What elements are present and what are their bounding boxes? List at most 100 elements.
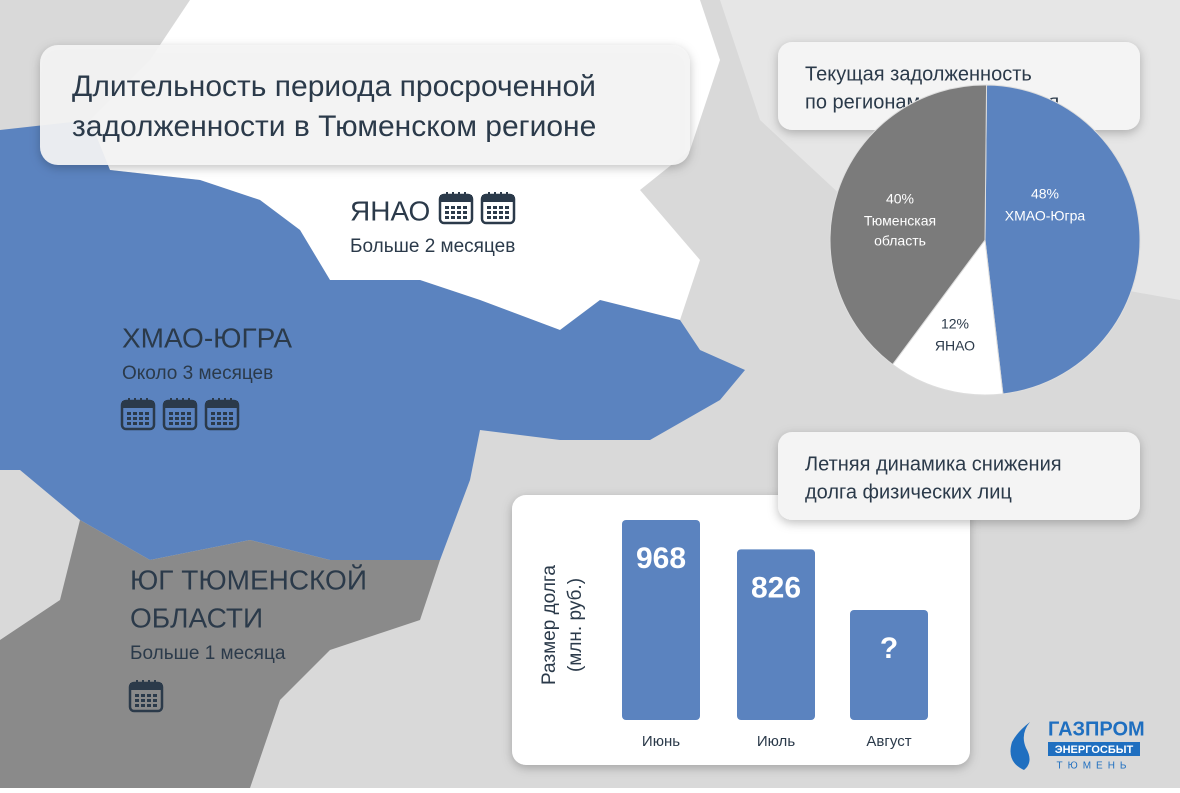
- pie-value-label: 48%: [1031, 186, 1059, 202]
- calendar-day: [145, 422, 149, 425]
- bar-value-label: 826: [751, 571, 801, 604]
- calendar-day: [445, 211, 449, 214]
- calendar-icon: [162, 398, 198, 431]
- logo-city: ТЮМЕНЬ: [1057, 761, 1132, 772]
- pie-slice: [984, 84, 1141, 395]
- region-note: Около 3 месяцев: [122, 363, 273, 384]
- calendar-icon: [438, 192, 474, 225]
- south-region: [0, 520, 440, 788]
- calendar-day: [451, 216, 455, 219]
- calendar-day: [175, 417, 179, 420]
- bar-title: долга физических лиц: [805, 481, 1012, 503]
- calendar-icon: [120, 398, 156, 431]
- calendar-top: [122, 401, 154, 408]
- pie-label: ЯНАО: [935, 338, 975, 354]
- calendar-day: [487, 211, 491, 214]
- calendar-day: [451, 211, 455, 214]
- x-tick-label: Август: [866, 733, 911, 750]
- calendar-day: [487, 216, 491, 219]
- calendar-day: [217, 422, 221, 425]
- calendar-day: [505, 211, 509, 214]
- calendar-day: [499, 216, 503, 219]
- calendar-day: [229, 422, 233, 425]
- calendar-day: [493, 216, 497, 219]
- calendar-day: [153, 699, 157, 702]
- calendar-day: [445, 216, 449, 219]
- calendar-day: [181, 422, 185, 425]
- calendar-day: [451, 206, 455, 209]
- calendar-day: [145, 417, 149, 420]
- calendar-day: [187, 422, 191, 425]
- calendar-day: [217, 417, 221, 420]
- calendar-day: [147, 699, 151, 702]
- calendar-day: [217, 412, 221, 415]
- calendar-ring: [128, 398, 130, 404]
- khmao-region: [0, 120, 745, 560]
- calendar-ring: [142, 680, 144, 686]
- calendar-day: [505, 206, 509, 209]
- calendar-day: [169, 412, 173, 415]
- calendar-day: [175, 422, 179, 425]
- calendar-day: [135, 704, 139, 707]
- region-note: Больше 2 месяцев: [350, 236, 515, 257]
- calendar-day: [457, 211, 461, 214]
- calendar-ring: [170, 398, 172, 404]
- calendar-day: [139, 417, 143, 420]
- bar: [622, 520, 700, 720]
- calendar-top: [130, 683, 162, 690]
- calendar-day: [135, 694, 139, 697]
- calendar-day: [127, 412, 131, 415]
- calendar-day: [147, 694, 151, 697]
- calendar-day: [141, 699, 145, 702]
- calendar-top: [440, 195, 472, 202]
- calendar-ring: [136, 680, 138, 686]
- pie-label: область: [874, 233, 926, 249]
- calendar-day: [499, 211, 503, 214]
- calendar-ring: [488, 192, 490, 198]
- calendar-day: [133, 412, 137, 415]
- pie-slice: [829, 84, 988, 366]
- pie-title: Текущая задолженность: [805, 63, 1032, 85]
- calendar-day: [181, 412, 185, 415]
- calendar-ring: [506, 192, 508, 198]
- calendar-ring: [218, 398, 220, 404]
- calendar-ring: [494, 192, 496, 198]
- calendar-ring: [500, 192, 502, 198]
- region-note: Больше 1 месяца: [130, 643, 286, 664]
- calendar-day: [181, 417, 185, 420]
- calendar-icon: [480, 192, 516, 225]
- calendar-day: [493, 206, 497, 209]
- calendar-top: [164, 401, 196, 408]
- calendar-day: [187, 412, 191, 415]
- bar-title-box: [778, 432, 1140, 520]
- y-axis-label: Размер долга: [539, 565, 560, 685]
- calendar-day: [135, 699, 139, 702]
- title: задолженности в Тюменском регионе: [72, 110, 596, 143]
- calendar-day: [133, 422, 137, 425]
- calendar-ring: [176, 398, 178, 404]
- calendar-day: [499, 206, 503, 209]
- bar-value-label: ?: [880, 632, 898, 665]
- calendar-day: [211, 412, 215, 415]
- calendar-day: [127, 422, 131, 425]
- calendar-day: [211, 422, 215, 425]
- calendar-day: [169, 417, 173, 420]
- calendar-day: [505, 216, 509, 219]
- calendar-day: [493, 211, 497, 214]
- calendar-ring: [146, 398, 148, 404]
- calendar-day: [139, 412, 143, 415]
- logo-name: ГАЗПРОМ: [1048, 718, 1145, 740]
- calendar-day: [229, 412, 233, 415]
- pie-label: ХМАО-Югра: [1005, 208, 1086, 224]
- calendar-day: [141, 694, 145, 697]
- title-box: [40, 45, 690, 165]
- calendar-day: [229, 417, 233, 420]
- region-name: ЮГ ТЮМЕНСКОЙ: [130, 564, 367, 595]
- calendar-ring: [230, 398, 232, 404]
- calendar-ring: [148, 680, 150, 686]
- calendar-day: [457, 216, 461, 219]
- calendar-ring: [134, 398, 136, 404]
